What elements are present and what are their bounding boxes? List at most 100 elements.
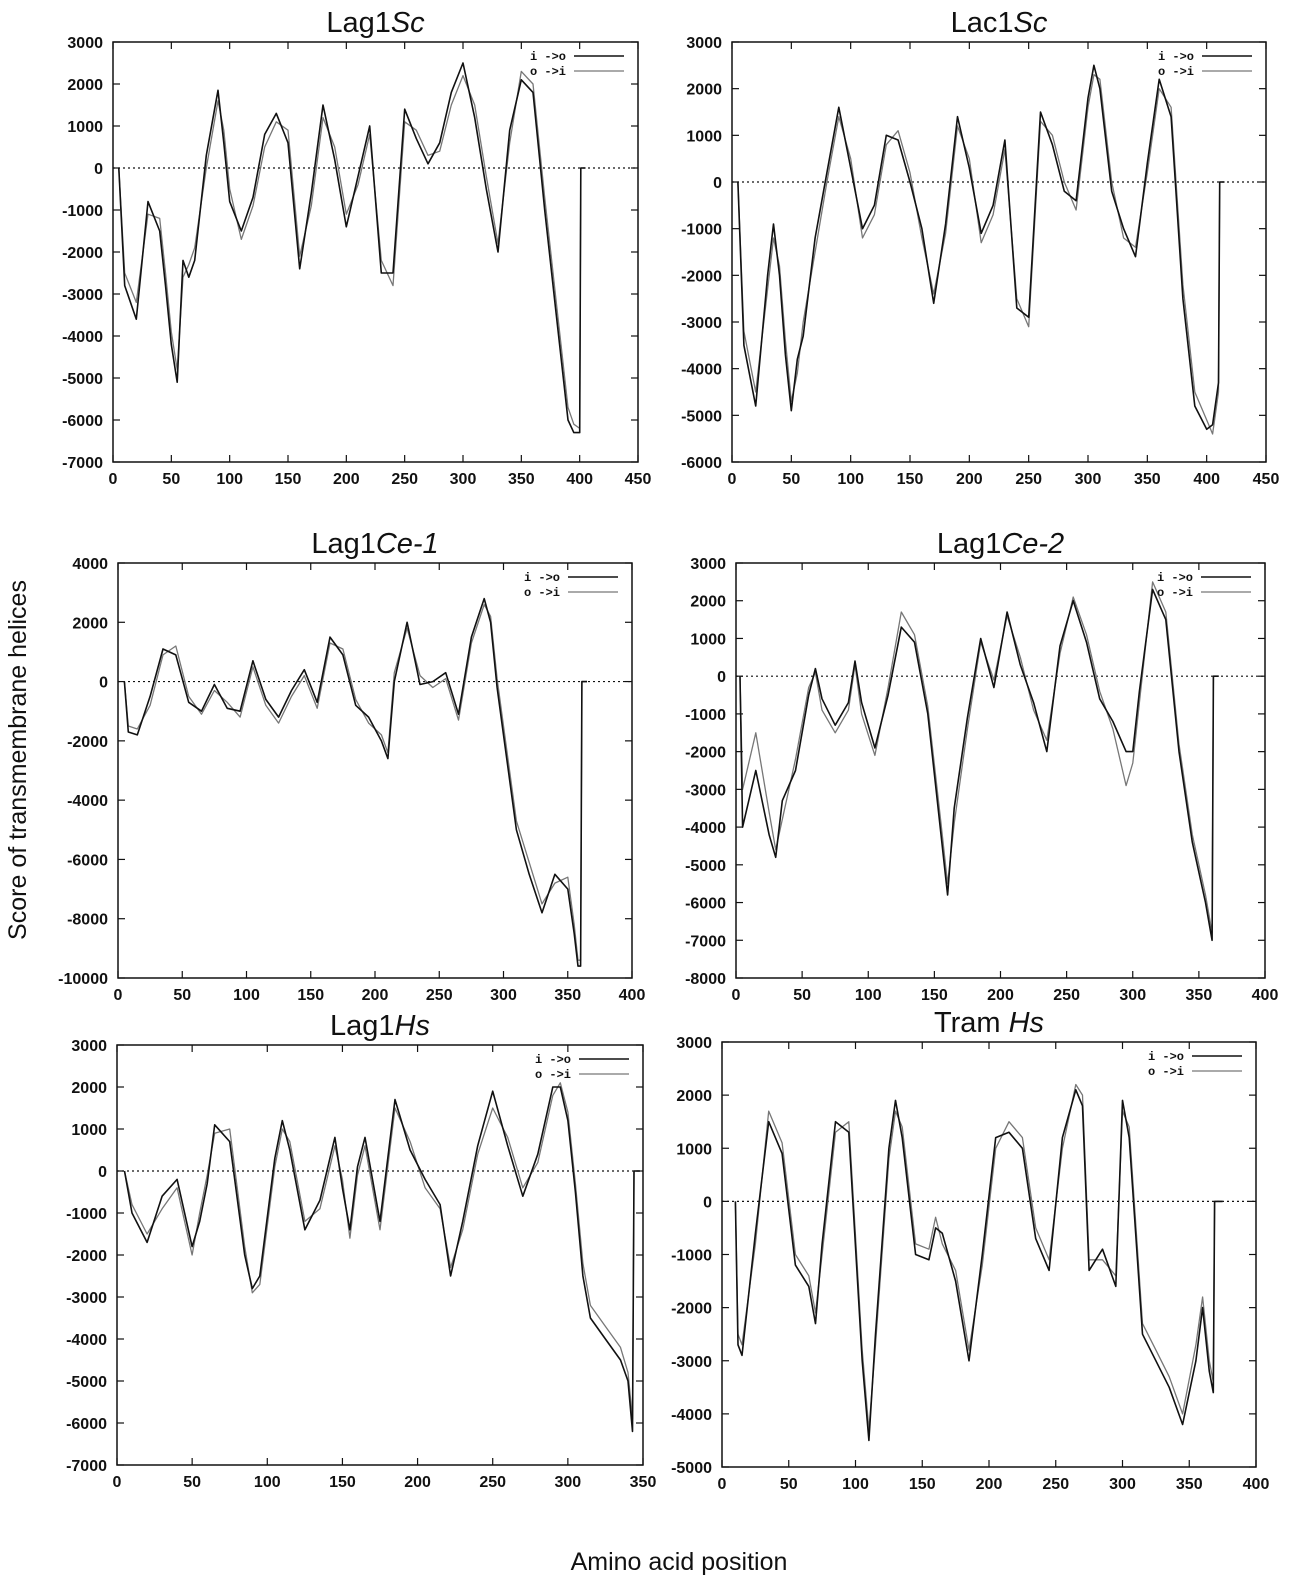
x-tick-label: 50 (780, 1476, 798, 1493)
x-tick-label: 0 (718, 1476, 727, 1493)
y-tick-label: -1000 (66, 1206, 107, 1223)
y-tick-label: -1000 (62, 203, 103, 220)
y-tick-label: -4000 (66, 1332, 107, 1349)
y-tick-label: -4000 (671, 1407, 712, 1424)
legend-label: o ->i (1158, 65, 1194, 79)
y-tick-label: -6000 (66, 1416, 107, 1433)
x-tick-label: 200 (362, 987, 389, 1004)
y-tick-label: 1000 (676, 1141, 712, 1158)
y-tick-label: -10000 (58, 971, 108, 988)
y-tick-label: -1000 (671, 1248, 712, 1265)
x-tick-label: 300 (1119, 987, 1146, 1004)
panel-title: Lag1Hs (330, 1010, 430, 1042)
series-line-o-to-i (123, 603, 587, 961)
series-line-i-to-o (118, 62, 586, 434)
y-tick-label: 2000 (690, 594, 726, 611)
x-axis-label: Amino acid position (571, 1548, 788, 1576)
y-tick-label: 2000 (67, 77, 103, 94)
panel-title-main: Lag1 (330, 1010, 395, 1042)
y-tick-label: -7000 (62, 455, 103, 472)
x-tick-label: 150 (897, 471, 924, 488)
series-line-o-to-i (123, 1082, 640, 1420)
x-tick-label: 300 (450, 471, 477, 488)
y-tick-label: -2000 (67, 734, 108, 751)
x-tick-label: 400 (1252, 987, 1279, 1004)
plot-frame (112, 41, 639, 463)
x-tick-label: 50 (183, 1474, 201, 1491)
y-tick-label: -5000 (671, 1460, 712, 1477)
panel-title-italic: Sc (391, 7, 425, 39)
x-tick-label: 300 (555, 1474, 582, 1491)
y-tick-label: 0 (98, 1164, 107, 1181)
x-tick-label: 50 (162, 471, 180, 488)
chart-panel-2: Lac1Sc3000200010000-1000-2000-3000-4000-… (681, 7, 1279, 488)
y-tick-label: -6000 (681, 455, 722, 472)
series-line-i-to-o (739, 588, 1219, 942)
y-tick-label: -4000 (681, 362, 722, 379)
legend-label: i ->o (535, 1053, 571, 1067)
x-tick-label: 350 (1186, 987, 1213, 1004)
series-line-o-to-i (737, 74, 1225, 435)
chart-panel-4: Lag1Ce-23000200010000-1000-2000-3000-400… (685, 528, 1278, 1004)
panel-title-main: Lac1 (951, 7, 1014, 39)
series-line-i-to-o (737, 64, 1225, 431)
y-tick-label: 3000 (690, 556, 726, 573)
series-line-i-to-o (734, 1089, 1223, 1442)
plot-frame (721, 1041, 1257, 1468)
x-tick-label: 0 (728, 471, 737, 488)
y-tick-label: -1000 (681, 222, 722, 239)
y-tick-label: 2000 (686, 82, 722, 99)
y-tick-label: 0 (94, 161, 103, 178)
plot-frame (731, 41, 1267, 463)
panel-title-italic: Ce-2 (1001, 528, 1064, 560)
x-tick-label: 350 (630, 1474, 657, 1491)
x-tick-label: 400 (1193, 471, 1220, 488)
panel-title-italic: Ce-1 (376, 528, 439, 560)
x-tick-label: 250 (426, 987, 453, 1004)
x-tick-label: 200 (956, 471, 983, 488)
panels-group: Lag1Sc3000200010000-1000-2000-3000-4000-… (58, 7, 1279, 1493)
x-tick-label: 0 (114, 987, 123, 1004)
x-tick-label: 450 (1253, 471, 1280, 488)
panel-title-main: Lag1 (311, 528, 376, 560)
x-tick-label: 50 (173, 987, 191, 1004)
x-tick-label: 0 (113, 1474, 122, 1491)
x-tick-label: 100 (855, 987, 882, 1004)
legend-label: o ->i (535, 1068, 571, 1082)
x-tick-label: 0 (732, 987, 741, 1004)
y-tick-label: -5000 (681, 408, 722, 425)
y-tick-label: 4000 (72, 556, 108, 573)
x-tick-label: 350 (1176, 1476, 1203, 1493)
x-tick-label: 300 (1109, 1476, 1136, 1493)
y-tick-label: -8000 (67, 912, 108, 929)
chart-panel-3: Lag1Ce-1400020000-2000-4000-6000-8000-10… (58, 528, 645, 1004)
x-tick-label: 350 (1134, 471, 1161, 488)
legend-label: i ->o (524, 571, 560, 585)
panel-title-italic: Sc (1014, 7, 1048, 39)
x-tick-label: 400 (1243, 1476, 1270, 1493)
panel-title: Lag1Ce-2 (937, 528, 1064, 560)
y-tick-label: 2000 (72, 615, 108, 632)
y-tick-label: -2000 (671, 1301, 712, 1318)
y-tick-label: 0 (713, 175, 722, 192)
y-tick-label: -2000 (681, 268, 722, 285)
legend-label: o ->i (530, 65, 566, 79)
legend-label: i ->o (530, 50, 566, 64)
y-tick-label: 0 (717, 669, 726, 686)
x-tick-label: 150 (909, 1476, 936, 1493)
y-tick-label: 3000 (686, 35, 722, 52)
x-tick-label: 350 (554, 987, 581, 1004)
plot-frame (117, 562, 633, 979)
x-tick-label: 100 (233, 987, 260, 1004)
panel-title-italic: Hs (395, 1010, 430, 1042)
x-tick-label: 200 (404, 1474, 431, 1491)
panel-title: Lac1Sc (951, 7, 1048, 39)
y-tick-label: 3000 (67, 35, 103, 52)
y-tick-label: -3000 (62, 287, 103, 304)
x-tick-label: 0 (109, 471, 118, 488)
y-tick-label: 3000 (676, 1035, 712, 1052)
series-line-i-to-o (123, 1086, 640, 1433)
y-tick-label: 1000 (67, 119, 103, 136)
x-tick-label: 250 (1053, 987, 1080, 1004)
